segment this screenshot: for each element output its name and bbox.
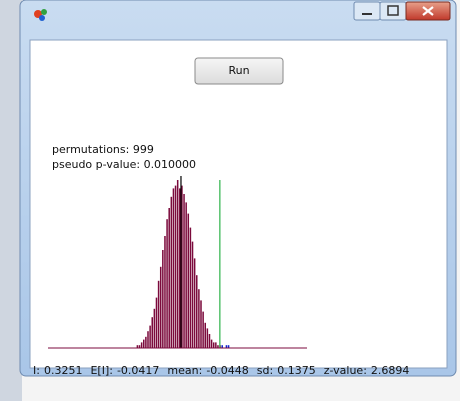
histogram-bar: [221, 345, 223, 348]
histogram-bar: [196, 275, 198, 348]
histogram-bar: [193, 258, 196, 348]
histogram-bar: [202, 311, 204, 348]
histogram-bar: [185, 202, 187, 348]
histogram-bar: [147, 331, 149, 348]
histogram-bar: [166, 219, 168, 348]
run-button-label: Run: [228, 64, 249, 77]
stat-value: 0.3251: [44, 364, 83, 377]
stat-value: 2.6894: [371, 364, 410, 377]
histogram-bar: [179, 188, 181, 348]
minimize-button[interactable]: [353, 1, 381, 21]
histogram-bar: [164, 236, 166, 348]
histogram-bar: [140, 342, 143, 348]
histogram-bar: [172, 188, 175, 348]
histogram-bar: [198, 289, 200, 348]
histogram-bar: [215, 342, 217, 348]
histogram-bar: [170, 196, 173, 348]
histogram-bar: [189, 227, 192, 348]
close-glyph: [422, 6, 434, 16]
client-area: [29, 39, 448, 369]
histogram-bar: [159, 266, 162, 348]
p-value-text: pseudo p-value: 0.010000: [52, 158, 196, 171]
histogram-bar: [204, 322, 206, 348]
histogram-bar: [145, 336, 147, 348]
run-button[interactable]: [194, 57, 284, 85]
app-icon: [34, 9, 47, 21]
stat-label: E[I]:: [90, 364, 112, 377]
stat-value: 0.1375: [277, 364, 316, 377]
maximize-button[interactable]: [379, 1, 407, 21]
maximize-glyph: [387, 5, 399, 16]
histogram-bar: [210, 339, 213, 348]
histogram-bar: [183, 194, 185, 348]
histogram-bar: [149, 325, 151, 348]
histogram-bar: [225, 345, 228, 348]
stat-value: -0.0448: [206, 364, 248, 377]
stat-label: sd:: [257, 364, 273, 377]
histogram-bar: [208, 334, 211, 348]
histogram-bar: [212, 342, 215, 348]
background-window: [0, 0, 22, 401]
histogram-bar: [200, 300, 202, 348]
stat-label: I:: [33, 364, 40, 377]
histogram-bar: [157, 280, 160, 348]
histogram-bar: [206, 328, 209, 348]
histogram-bar: [138, 345, 141, 348]
histogram-bar: [176, 180, 179, 348]
histogram-bar: [151, 317, 153, 348]
histogram-bar: [187, 213, 190, 348]
stat-value: -0.0417: [117, 364, 159, 377]
histogram-bar: [181, 185, 183, 348]
permutations-text: permutations: 999: [52, 143, 154, 156]
histogram-bar: [191, 241, 194, 348]
histogram-bar: [153, 308, 156, 348]
histogram-bar: [155, 297, 158, 348]
histogram-bar: [174, 185, 177, 348]
histogram-bar: [227, 345, 230, 348]
histogram-bar: [136, 345, 139, 348]
histogram-bar: [217, 345, 219, 348]
histogram-bar: [143, 339, 145, 348]
stat-label: mean:: [167, 364, 202, 377]
stats-line: I: 0.3251 E[I]: -0.0417 mean: -0.0448 sd: 0.137…: [33, 364, 409, 377]
stat-label: z-value:: [324, 364, 367, 377]
histogram-bar: [162, 250, 164, 348]
histogram: [136, 176, 230, 348]
histogram-bar: [168, 208, 170, 348]
